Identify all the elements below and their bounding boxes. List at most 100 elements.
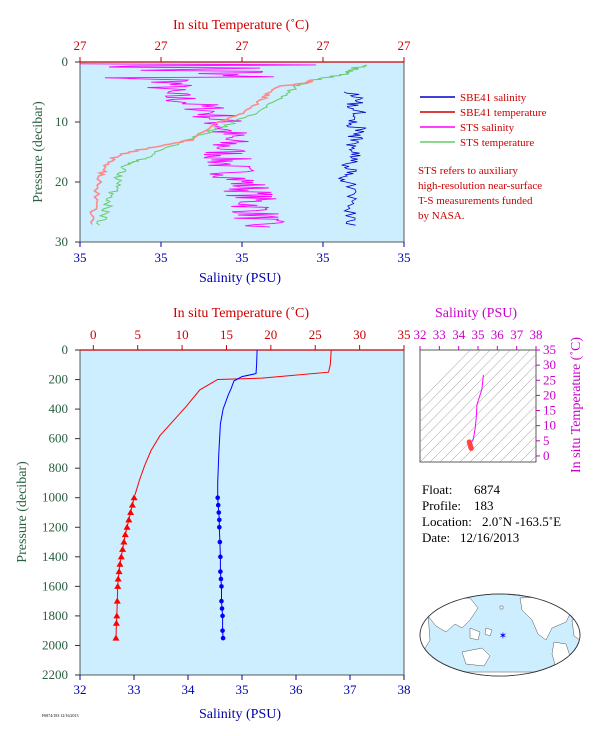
ts-line <box>471 374 484 442</box>
bottom-temp-tick-labels: 0 5 10 15 20 25 30 35 <box>90 327 410 342</box>
salinity-line <box>217 349 258 497</box>
legend-label-sbe41-salinity: SBE41 salinity <box>460 92 527 104</box>
bottom-pressure-tick: 800 <box>49 460 69 475</box>
top-temp-tick: 27 <box>317 38 331 53</box>
bottom-pressure-tick: 400 <box>49 401 69 416</box>
top-temp-tick: 27 <box>236 38 250 53</box>
note-line: T-S measurements funded <box>418 195 533 207</box>
density-contour <box>420 350 501 433</box>
top-pressure-axis-title: Pressure (decibar) <box>31 101 46 203</box>
ts-temp-tick: 15 <box>543 403 556 418</box>
date-label: Date: <box>422 530 450 545</box>
legend-label-sbe41-temperature: SBE41 temperature <box>460 107 547 119</box>
profile-value: 183 <box>474 498 494 513</box>
temperature-point <box>117 553 125 560</box>
ts-plot-area <box>419 349 537 463</box>
sbe41-temperature-line <box>89 79 314 225</box>
density-contour <box>420 350 511 443</box>
ts-temp-tick: 5 <box>543 433 550 448</box>
density-contour <box>429 353 536 462</box>
bottom-pressure-tick: 1000 <box>42 490 68 505</box>
bottom-salinity-axis-title: Salinity (PSU) <box>199 707 281 722</box>
float-label: Float: <box>422 482 452 497</box>
density-contour <box>529 455 536 462</box>
location-label: Location: <box>422 514 472 529</box>
temperature-point <box>121 531 129 538</box>
top-pressure-tick: 0 <box>62 54 69 69</box>
date-value: 12/16/2013 <box>460 530 519 545</box>
density-contour <box>509 435 536 462</box>
bottom-pressure-tick-labels: 0 200 400 600 800 1000 1200 1400 1600 18… <box>42 342 68 682</box>
temperature-point <box>130 494 138 501</box>
density-contour <box>420 350 481 412</box>
temperature-line <box>134 349 332 495</box>
bottom-temp-tick: 20 <box>264 327 277 342</box>
top-plot-lines <box>75 57 405 247</box>
ts-salinity-tick: 34 <box>452 327 466 342</box>
bottom-temp-tick: 30 <box>353 327 366 342</box>
bottom-temp-axis-title: In situ Temperature (˚C) <box>173 306 309 321</box>
density-contour <box>449 374 536 462</box>
bottom-temp-tick: 5 <box>134 327 141 342</box>
bottom-pressure-tick: 200 <box>49 372 69 387</box>
temperature-point <box>113 597 121 604</box>
bottom-panel: In situ Temperature (˚C) 0 5 10 15 20 25… <box>15 306 411 722</box>
temperature-point <box>119 545 127 552</box>
density-contour <box>469 394 536 462</box>
salinity-point <box>215 502 221 508</box>
temperature-point <box>127 509 135 515</box>
top-pressure-tick: 30 <box>55 234 68 249</box>
salinity-point <box>215 495 220 501</box>
salinity-point <box>220 635 226 641</box>
top-pressure-tick-labels: 0 10 20 30 <box>55 54 68 249</box>
bottom-pressure-tick: 1600 <box>42 578 68 593</box>
ts-salinity-tick-labels: 32 33 34 35 36 37 38 <box>414 327 543 342</box>
ts-temp-tick: 20 <box>543 387 556 402</box>
top-salinity-tick: 35 <box>398 250 411 265</box>
top-salinity-tick: 35 <box>155 250 168 265</box>
top-legend: SBE41 salinity SBE41 temperature STS sal… <box>420 92 547 149</box>
ts-temp-axis-title: In situ Temperature (˚C) <box>569 337 584 473</box>
bottom-temp-tick: 15 <box>220 327 233 342</box>
bottom-plot-area <box>79 349 405 676</box>
bottom-temp-tick: 35 <box>398 327 411 342</box>
temperature-point <box>112 619 120 626</box>
ts-temp-tick: 30 <box>543 357 556 372</box>
top-pressure-tick: 20 <box>55 174 68 189</box>
sts-temperature-line <box>96 64 367 226</box>
ts-salinity-tick: 32 <box>414 327 427 342</box>
top-salinity-tick: 35 <box>74 250 87 265</box>
bottom-salinity-tick: 38 <box>398 682 411 697</box>
temperature-point <box>116 560 124 567</box>
bottom-pressure-axis-title: Pressure (decibar) <box>15 461 30 563</box>
top-salinity-axis-title: Salinity (PSU) <box>199 271 281 286</box>
density-contour <box>479 405 536 462</box>
note-line: by NASA. <box>418 210 465 222</box>
salinity-point <box>217 524 222 530</box>
sts-salinity-line <box>79 63 317 228</box>
location-value: 2.0˚N -163.5˚E <box>482 514 561 529</box>
salinity-point <box>219 584 224 589</box>
top-panel: In situ Temperature (˚C) 27 27 27 27 27 … <box>31 18 547 286</box>
bottom-salinity-tick-labels: 32 33 34 35 36 37 38 <box>74 682 411 697</box>
top-temp-axis-title: In situ Temperature (˚C) <box>173 18 309 33</box>
top-temp-tick-labels: 27 27 27 27 27 <box>74 38 412 53</box>
temperature-point <box>113 612 121 619</box>
density-contour <box>439 364 536 462</box>
temperature-point <box>120 538 128 545</box>
bottom-salinity-tick: 32 <box>74 682 87 697</box>
salinity-point <box>218 569 223 574</box>
ts-point <box>468 445 474 451</box>
bottom-salinity-tick: 36 <box>290 682 304 697</box>
ts-salinity-axis-title: Salinity (PSU) <box>435 306 517 321</box>
salinity-point <box>217 539 223 545</box>
temperature-point <box>114 582 122 589</box>
top-salinity-tick: 35 <box>236 250 249 265</box>
temperature-point <box>114 575 122 582</box>
bottom-pressure-tick: 1400 <box>42 549 68 564</box>
bottom-salinity-tick: 33 <box>128 682 141 697</box>
bottom-temp-tick: 10 <box>176 327 189 342</box>
ts-salinity-tick: 38 <box>530 327 543 342</box>
density-contour <box>499 425 536 462</box>
